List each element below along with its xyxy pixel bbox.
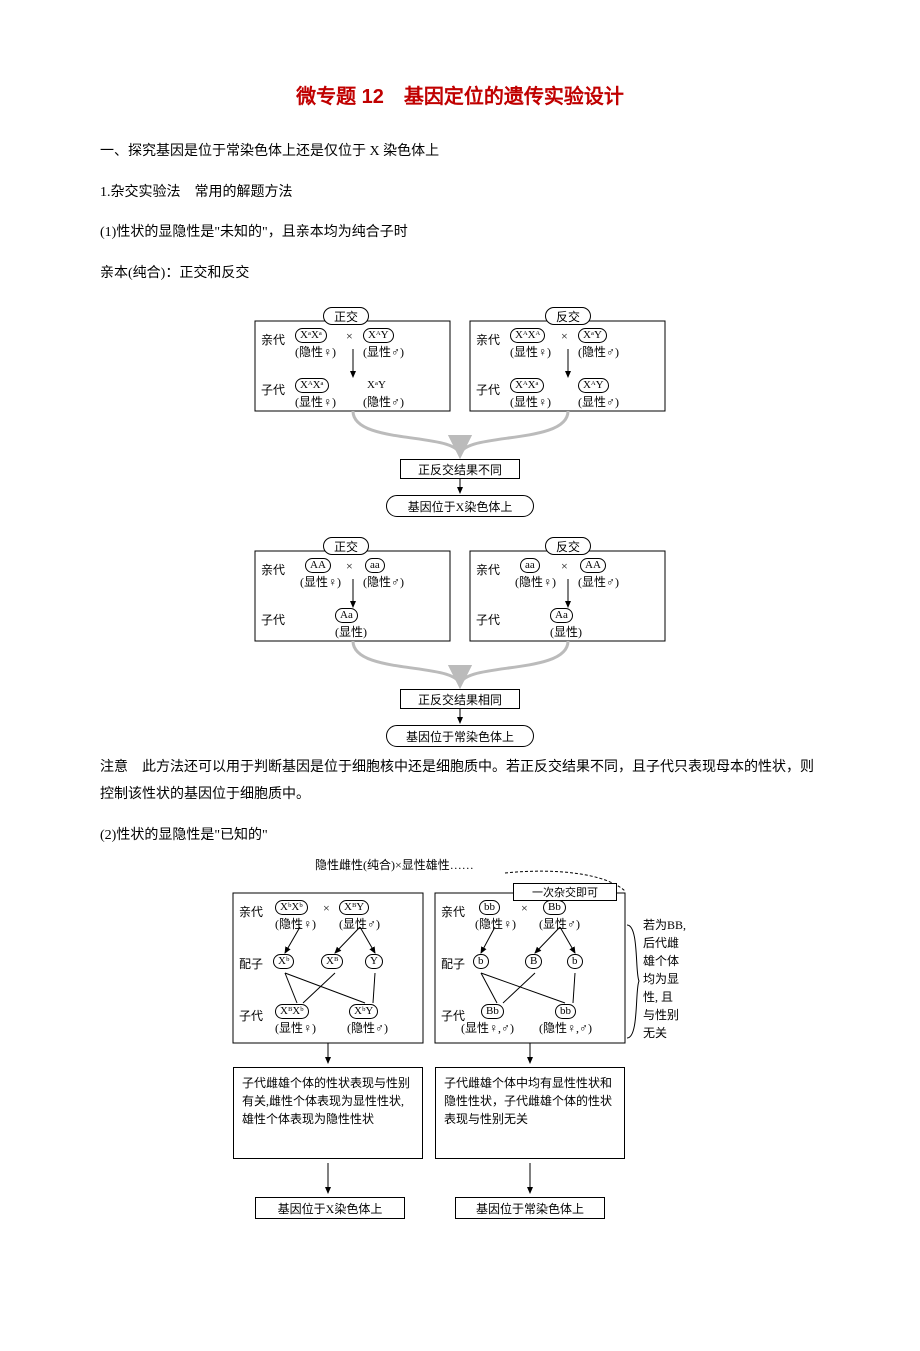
result-same: 正反交结果相同 (400, 689, 520, 709)
explain-left: 子代雌雄个体的性状表现与性别有关,雌性个体表现为显性性状,雄性个体表现为隐性性状 (233, 1067, 423, 1159)
hand-side: 均为显 (643, 971, 679, 988)
method-line: 1.杂交实验法 常用的解题方法 (100, 180, 820, 207)
lbl-parent: 亲代 (476, 561, 500, 578)
hand-top: 隐性雌性(纯合)×显性雄性…… (315, 857, 474, 874)
hand-side: 后代雌 (643, 935, 679, 952)
geno: XᵃXᵃ (295, 328, 327, 343)
geno: XᴬY (578, 378, 609, 393)
geno: Xᵇ (273, 954, 294, 969)
parent-line: 亲本(纯合)：正交和反交 (100, 261, 820, 288)
case1-line: (1)性状的显隐性是"未知的"，且亲本均为纯合子时 (100, 220, 820, 247)
cross: × (323, 901, 330, 916)
sublabel: (显性♀) (275, 1019, 316, 1036)
geno: XᴮY (339, 900, 369, 915)
conc-x: 基因位于X染色体上 (386, 495, 534, 517)
geno: bb (479, 900, 500, 915)
page-title: 微专题 12 基因定位的遗传实验设计 (100, 80, 820, 109)
lbl-parent: 亲代 (261, 561, 285, 578)
lbl-parent: 亲代 (261, 331, 285, 348)
sublabel: (显性♂) (578, 393, 619, 410)
diagram-2: 隐性雌性(纯合)×显性雄性…… 一次杂交即可 亲代 XᵇXᵇ × XᴮY (隐性… (225, 863, 695, 1263)
geno: bb (555, 1004, 576, 1019)
geno: AA (580, 558, 606, 573)
geno: aa (365, 558, 385, 573)
sublabel: (隐性♂) (347, 1019, 388, 1036)
section-heading: 一、探究基因是位于常染色体上还是仅位于 X 染色体上 (100, 139, 820, 166)
geno: Aa (335, 608, 358, 623)
result-diff: 正反交结果不同 (400, 459, 520, 479)
geno: XᴮXᵇ (275, 1004, 309, 1019)
cross: × (521, 901, 528, 916)
hand-side: 与性别 (643, 1007, 679, 1024)
lbl-child: 子代 (239, 1007, 263, 1024)
geno: AA (305, 558, 331, 573)
geno: b (473, 954, 489, 969)
geno: XᵃY (367, 379, 386, 391)
geno: XᵇY (349, 1004, 378, 1019)
lbl-child: 子代 (261, 611, 285, 628)
note-para: 注意 此方法还可以用于判断基因是位于细胞核中还是细胞质中。若正反交结果不同，且子… (100, 755, 820, 808)
sublabel: (隐性♂) (578, 343, 619, 360)
sublabel: (显性) (550, 623, 582, 640)
geno: Xᴮ (321, 954, 343, 969)
sublabel: (显性♂) (578, 573, 619, 590)
geno: b (567, 954, 583, 969)
sublabel: (隐性♀) (275, 915, 316, 932)
geno: aa (520, 558, 540, 573)
lbl-child: 子代 (476, 611, 500, 628)
conc-auto: 基因位于常染色体上 (386, 725, 534, 747)
cross: × (561, 559, 568, 574)
geno: XᴬY (363, 328, 394, 343)
sublabel: (显性♂) (539, 915, 580, 932)
zheng-tag2: 正交 (323, 537, 369, 555)
lbl-child: 子代 (476, 381, 500, 398)
lbl-child: 子代 (261, 381, 285, 398)
explain-right: 子代雌雄个体中均有显性性状和隐性性状，子代雌雄个体的性状表现与性别无关 (435, 1067, 625, 1159)
sublabel: (显性♀) (295, 393, 336, 410)
sublabel: (隐性♀) (515, 573, 556, 590)
cross: × (561, 329, 568, 344)
geno: B (525, 954, 542, 969)
hand-side: 雄个体 (643, 953, 679, 970)
sublabel: (显性♀) (510, 393, 551, 410)
hand-side: 无关 (643, 1025, 667, 1042)
geno: XᴬXᵃ (510, 378, 544, 393)
cross: × (346, 559, 353, 574)
sublabel: (隐性♀) (295, 343, 336, 360)
hand-side: 若为BB, (643, 917, 686, 934)
sublabel: (隐性♀,♂) (539, 1019, 592, 1036)
sublabel: (隐性♀) (475, 915, 516, 932)
lbl-parent: 亲代 (476, 331, 500, 348)
geno: XᴬXᵃ (295, 378, 329, 393)
sublabel: (隐性♂) (363, 393, 404, 410)
case2-line: (2)性状的显隐性是"已知的" (100, 823, 820, 850)
lbl-gamete: 配子 (239, 955, 263, 972)
lbl-gamete: 配子 (441, 955, 465, 972)
sublabel: (显性♀,♂) (461, 1019, 514, 1036)
sublabel: (隐性♂) (363, 573, 404, 590)
sublabel: (显性♀) (300, 573, 341, 590)
geno: XᵇXᵇ (275, 900, 308, 915)
sublabel: (显性♂) (339, 915, 380, 932)
fan-tag2: 反交 (545, 537, 591, 555)
zheng-tag: 正交 (323, 307, 369, 325)
geno: Y (365, 954, 383, 969)
geno: XᵃY (578, 328, 607, 343)
conc-auto-2: 基因位于常染色体上 (455, 1197, 605, 1219)
geno: Bb (543, 900, 566, 915)
sublabel: (显性) (335, 623, 367, 640)
hand-side: 性, 且 (643, 989, 673, 1006)
geno: Bb (481, 1004, 504, 1019)
conc-x-2: 基因位于X染色体上 (255, 1197, 405, 1219)
geno: XᴬXᴬ (510, 328, 545, 343)
geno: Aa (550, 608, 573, 623)
sublabel: (显性♀) (510, 343, 551, 360)
lbl-parent: 亲代 (239, 903, 263, 920)
cross: × (346, 329, 353, 344)
sublabel: (显性♂) (363, 343, 404, 360)
fan-tag: 反交 (545, 307, 591, 325)
lbl-parent: 亲代 (441, 903, 465, 920)
diagram-1: 正交 反交 亲代 XᵃXᵃ × XᴬY (隐性♀) (显性♂) 子代 XᴬXᵃ … (245, 301, 675, 741)
